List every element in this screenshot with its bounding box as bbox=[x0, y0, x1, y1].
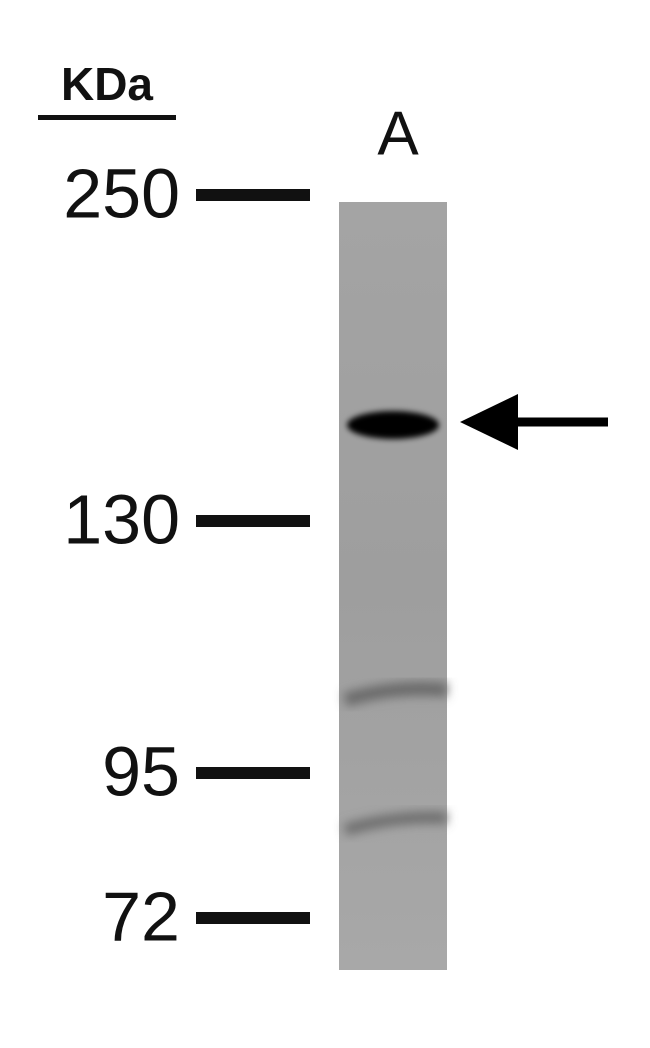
arrow-head bbox=[460, 394, 518, 450]
faint-band bbox=[342, 681, 448, 707]
marker-label: 130 bbox=[63, 480, 180, 558]
marker-label: 72 bbox=[102, 877, 180, 955]
unit-underline bbox=[38, 115, 176, 120]
marker-label: 250 bbox=[63, 154, 180, 232]
marker-line bbox=[196, 515, 310, 527]
faint-band bbox=[343, 811, 448, 836]
lane-label: A bbox=[377, 99, 419, 168]
unit-label: KDa bbox=[61, 58, 153, 110]
marker-label: 95 bbox=[102, 732, 180, 810]
marker-line bbox=[196, 912, 310, 924]
gel-lane bbox=[339, 202, 447, 970]
marker-line bbox=[196, 189, 310, 201]
main-band bbox=[347, 411, 439, 439]
marker-line bbox=[196, 767, 310, 779]
